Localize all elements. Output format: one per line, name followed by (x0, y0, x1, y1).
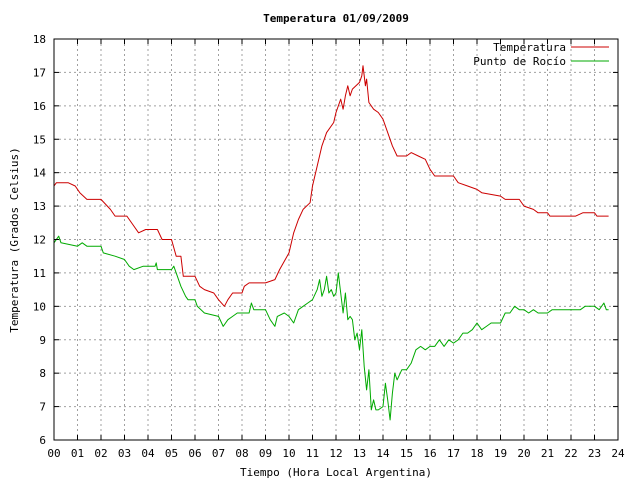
y-tick-label: 12 (33, 234, 46, 247)
y-axis-ticks: 6 7 8 9 10 11 12 13 14 15 16 17 18 (33, 33, 618, 447)
x-tick-label: 01 (71, 447, 84, 460)
y-tick-label: 13 (33, 200, 46, 213)
x-tick-label: 24 (611, 447, 625, 460)
y-tick-label: 6 (39, 434, 46, 447)
x-tick-label: 22 (564, 447, 577, 460)
x-tick-label: 23 (588, 447, 601, 460)
x-tick-label: 08 (235, 447, 248, 460)
y-tick-label: 16 (33, 100, 46, 113)
x-tick-label: 14 (376, 447, 390, 460)
x-tick-label: 12 (329, 447, 342, 460)
y-tick-label: 9 (39, 334, 46, 347)
x-tick-label: 02 (94, 447, 107, 460)
x-tick-label: 04 (141, 447, 155, 460)
y-tick-label: 15 (33, 133, 46, 146)
x-tick-label: 16 (423, 447, 436, 460)
y-tick-label: 7 (39, 401, 46, 414)
y-tick-label: 10 (33, 300, 46, 313)
x-axis-label: Tiempo (Hora Local Argentina) (240, 466, 432, 479)
x-tick-label: 00 (47, 447, 60, 460)
x-tick-label: 03 (118, 447, 131, 460)
x-tick-label: 21 (541, 447, 554, 460)
x-tick-label: 17 (447, 447, 460, 460)
y-tick-label: 8 (39, 367, 46, 380)
series-line-temperatura (53, 65, 609, 307)
chart-title: Temperatura 01/09/2009 (263, 12, 409, 25)
x-tick-label: 11 (306, 447, 319, 460)
x-tick-label: 15 (400, 447, 413, 460)
x-tick-label: 09 (259, 447, 272, 460)
x-tick-label: 10 (282, 447, 295, 460)
legend-label-punto-de-rocio: Punto de Rocío (473, 55, 566, 68)
x-axis-ticks: 00 01 02 03 04 05 06 07 08 09 10 11 12 13 14 15 16 17 18 19… (47, 39, 625, 460)
x-tick-label: 19 (494, 447, 507, 460)
x-tick-label: 06 (188, 447, 201, 460)
grid-lines (54, 39, 618, 440)
x-tick-label: 13 (353, 447, 366, 460)
y-tick-label: 14 (33, 167, 47, 180)
y-tick-label: 11 (33, 267, 46, 280)
y-tick-label: 18 (33, 33, 46, 46)
x-tick-label: 18 (470, 447, 483, 460)
x-tick-label: 07 (212, 447, 225, 460)
x-tick-label: 05 (165, 447, 178, 460)
series-layer (53, 65, 609, 421)
y-axis-label: Temperatura (Grados Celsius) (8, 147, 21, 332)
series-line-punto-de-rocio (53, 235, 609, 421)
y-tick-label: 17 (33, 66, 46, 79)
legend-label-temperatura: Temperatura (493, 41, 566, 54)
x-tick-label: 20 (517, 447, 530, 460)
